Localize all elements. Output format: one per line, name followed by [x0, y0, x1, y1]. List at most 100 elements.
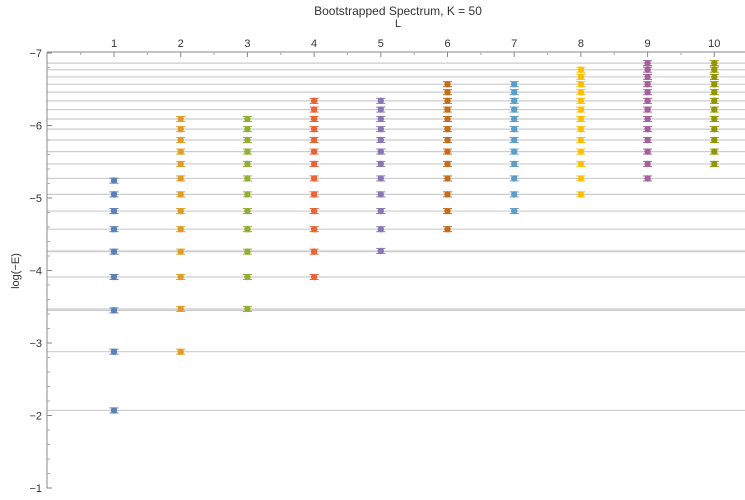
data-point	[310, 125, 318, 133]
data-point	[444, 148, 451, 155]
data-point	[310, 97, 318, 105]
data-point	[644, 80, 651, 88]
data-point	[644, 136, 651, 144]
data-point	[511, 148, 518, 155]
data-point	[110, 348, 118, 355]
data-point	[444, 207, 451, 215]
data-point	[310, 248, 318, 255]
data-point	[177, 160, 184, 168]
data-point	[310, 175, 318, 182]
data-point	[644, 88, 651, 96]
data-point	[110, 248, 118, 255]
x-tick-label: 3	[244, 38, 250, 50]
data-point	[177, 207, 184, 215]
series-L6	[443, 80, 452, 233]
data-point	[177, 305, 184, 313]
data-point	[711, 136, 718, 144]
data-point	[511, 125, 518, 133]
data-point	[377, 97, 384, 105]
data-point	[377, 225, 384, 233]
data-point	[511, 97, 518, 105]
x-tick-label: 4	[311, 38, 317, 50]
data-point	[577, 125, 585, 133]
x-tick-label: 7	[511, 38, 517, 50]
series-L7	[509, 80, 519, 215]
data-point	[377, 115, 384, 123]
data-point	[310, 191, 318, 198]
data-point	[444, 136, 451, 144]
data-point	[711, 73, 718, 81]
grid-lines	[47, 62, 745, 412]
data-point	[711, 80, 718, 88]
data-point	[310, 225, 318, 233]
data-point	[444, 115, 451, 123]
data-point	[444, 125, 451, 133]
data-point	[444, 225, 451, 233]
tick-labels: 1 2 3 4 5 6 7 8 9 10 −1 −2 −3 −4 −5 −6 −7	[29, 38, 720, 495]
data-point	[444, 160, 451, 168]
data-point	[577, 97, 585, 105]
data-point	[177, 115, 184, 123]
data-point	[177, 125, 184, 133]
tick-marks	[47, 52, 715, 489]
data-point	[244, 191, 251, 198]
data-point	[711, 97, 718, 105]
data-point	[377, 175, 384, 182]
data-point	[711, 115, 718, 123]
y-tick-label: −7	[29, 48, 42, 60]
y-tick-label: −6	[29, 121, 42, 133]
data-point	[511, 115, 518, 123]
data-point	[377, 125, 384, 133]
x-tick-label: 2	[178, 38, 184, 50]
data-point	[244, 148, 251, 155]
data-point	[110, 273, 118, 281]
data-point	[377, 148, 384, 155]
data-point	[577, 136, 585, 144]
data-point	[177, 136, 184, 144]
data-point	[110, 307, 118, 314]
data-point	[244, 160, 251, 168]
data-point	[577, 73, 585, 81]
data-point	[444, 97, 451, 105]
series-L9	[643, 59, 653, 182]
data-point	[511, 136, 518, 144]
data-point	[110, 225, 118, 233]
data-point	[310, 148, 318, 155]
x-tick-label: 9	[645, 38, 651, 50]
data-point	[711, 148, 718, 155]
data-point	[711, 88, 718, 96]
data-point	[644, 115, 651, 123]
data-point	[644, 125, 651, 133]
series-L2	[176, 115, 186, 355]
data-point	[711, 125, 718, 133]
data-point	[244, 115, 251, 123]
data-points	[109, 59, 719, 414]
y-axis-label: log(−E)	[10, 253, 22, 289]
data-point	[444, 106, 451, 113]
data-point	[644, 175, 651, 182]
data-point	[644, 59, 651, 67]
data-point	[377, 136, 384, 144]
data-point	[711, 106, 718, 113]
data-point	[377, 207, 384, 215]
data-point	[711, 66, 718, 73]
data-point	[110, 407, 118, 414]
data-point	[511, 80, 518, 88]
chart-title: Bootstrapped Spectrum, K = 50	[314, 4, 482, 18]
x-tick-label: 6	[444, 38, 450, 50]
data-point	[177, 148, 184, 155]
x-tick-label: 10	[708, 38, 720, 50]
data-point	[644, 160, 651, 168]
data-point	[310, 136, 318, 144]
data-point	[577, 191, 585, 198]
data-point	[577, 66, 585, 73]
data-point	[511, 106, 518, 113]
data-point	[644, 148, 651, 155]
data-point	[377, 160, 384, 168]
data-point	[577, 115, 585, 123]
series-L5	[376, 97, 386, 255]
data-point	[310, 273, 318, 281]
series-L4	[309, 97, 319, 281]
data-point	[444, 175, 451, 182]
